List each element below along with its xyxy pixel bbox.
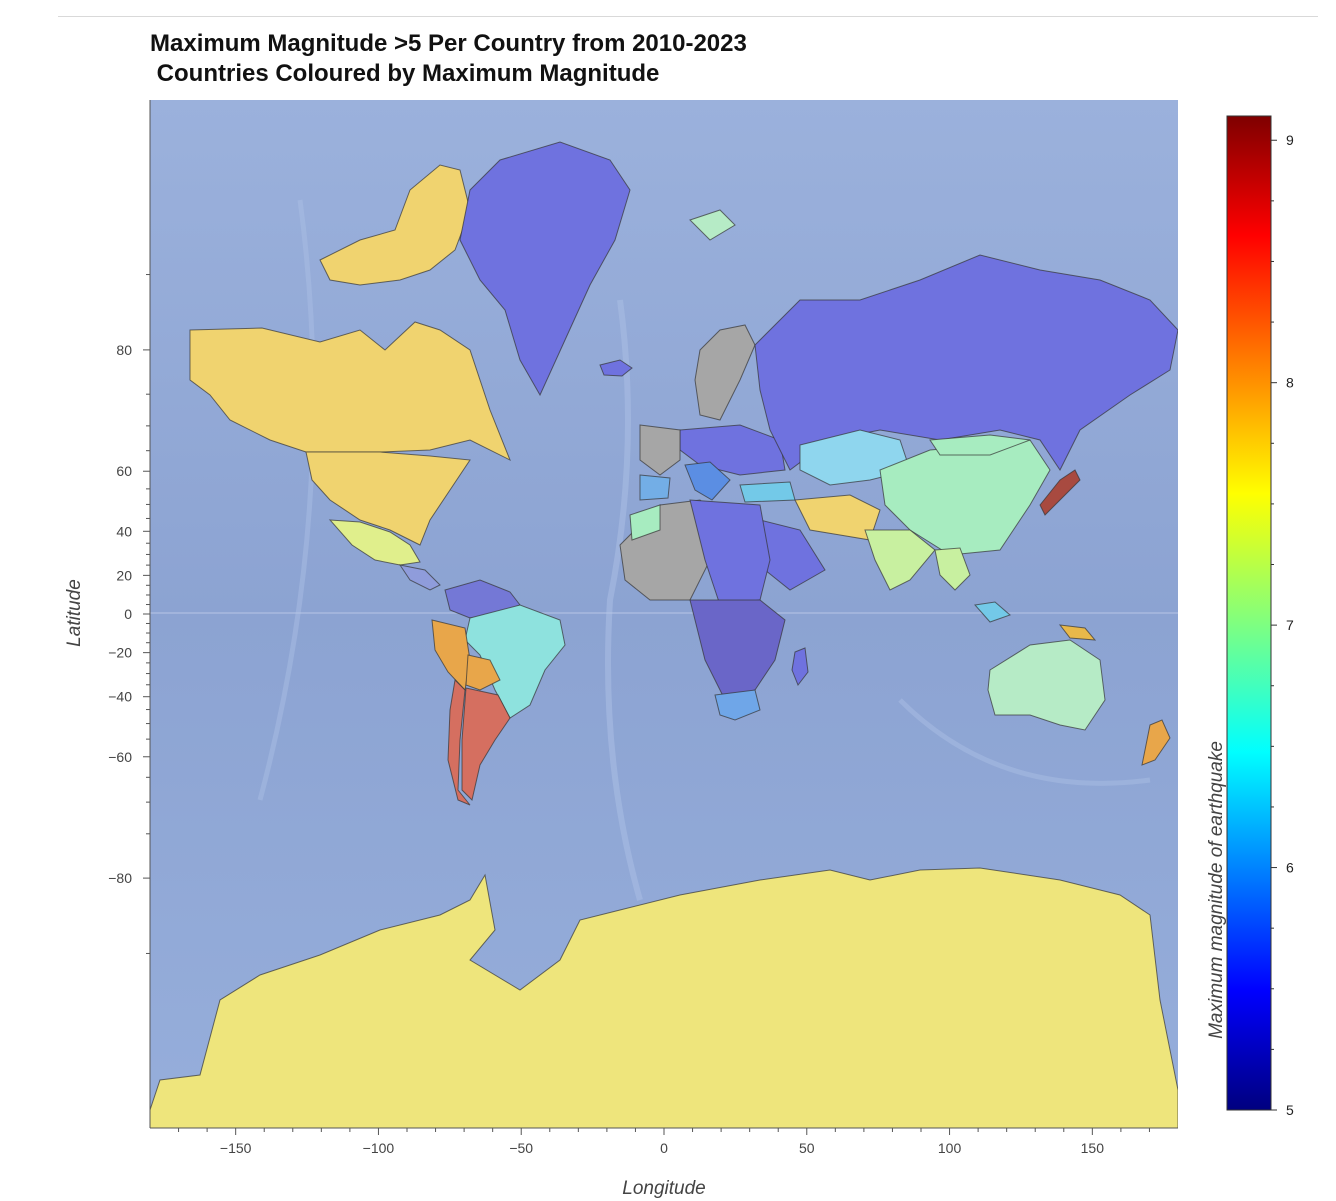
region-southeast-asia xyxy=(934,547,971,591)
y-tick-label: 80 xyxy=(116,342,132,358)
colorbar-tick-label: 5 xyxy=(1286,1102,1294,1118)
chart-title-line-2: Countries Coloured by Maximum Magnitude xyxy=(150,60,660,87)
region-chile xyxy=(447,678,471,806)
colorbar xyxy=(1226,115,1272,1111)
top-divider xyxy=(58,16,1318,17)
region-antarctica xyxy=(150,867,1178,1128)
region-canada xyxy=(189,321,511,462)
x-tick-label: −150 xyxy=(220,1140,252,1156)
y-tick-label: −20 xyxy=(108,645,132,661)
colorbar-tick-label: 6 xyxy=(1286,860,1294,876)
colorbar-tick-label: 8 xyxy=(1286,375,1294,391)
y-tick-label: 40 xyxy=(116,523,132,539)
region-iceland xyxy=(599,359,633,377)
map-panel xyxy=(150,100,1178,1128)
y-tick-label: 20 xyxy=(116,567,132,583)
y-axis-ticks: 80 60 40 20 0 −20 −40 −60 −80 xyxy=(108,274,150,954)
region-scandinavia xyxy=(694,324,756,421)
region-italy-balkans xyxy=(684,461,731,501)
region-madagascar xyxy=(791,647,809,687)
y-axis-title: Latitude xyxy=(64,579,85,647)
colorbar-ticks: 5 6 7 8 9 xyxy=(1271,132,1294,1118)
region-india xyxy=(864,529,936,591)
x-tick-label: 50 xyxy=(799,1140,815,1156)
region-japan xyxy=(1039,469,1081,516)
region-spain xyxy=(639,474,671,501)
colorbar-tick-label: 7 xyxy=(1286,617,1294,633)
colorbar-tick-label: 9 xyxy=(1286,132,1294,148)
x-axis-title: Longitude xyxy=(622,1178,705,1199)
region-central-africa xyxy=(689,599,786,701)
region-western-europe xyxy=(639,424,681,476)
region-west-africa-coast xyxy=(629,504,661,541)
region-greenland xyxy=(459,141,631,397)
region-indonesia xyxy=(974,601,1011,623)
country-shapes xyxy=(150,141,1178,1128)
x-tick-label: 150 xyxy=(1081,1140,1105,1156)
region-australia xyxy=(987,639,1106,731)
region-svalbard xyxy=(689,209,736,241)
region-argentina xyxy=(461,687,511,801)
y-tick-label: −80 xyxy=(108,870,132,886)
chart-title-line-1: Maximum Magnitude >5 Per Country from 20… xyxy=(150,30,747,57)
x-tick-label: −50 xyxy=(509,1140,533,1156)
region-southern-africa xyxy=(714,689,761,721)
region-united-states xyxy=(305,451,471,546)
y-tick-label: −60 xyxy=(108,749,132,765)
y-tick-label: 0 xyxy=(124,606,132,622)
x-tick-label: 0 xyxy=(660,1140,668,1156)
region-brazil xyxy=(464,604,566,719)
region-turkey xyxy=(739,481,796,503)
region-central-america xyxy=(398,564,441,591)
x-tick-label: 100 xyxy=(938,1140,962,1156)
region-mongolia xyxy=(929,434,1031,456)
x-axis-ticks: −150 −100 −50 0 50 100 150 xyxy=(178,1128,1150,1156)
region-bolivia xyxy=(465,654,501,691)
y-tick-label: 60 xyxy=(116,463,132,479)
y-tick-label: −40 xyxy=(108,689,132,705)
x-tick-label: −100 xyxy=(363,1140,395,1156)
colorbar-title: Maximum magnitude of earthquake xyxy=(1206,741,1227,1039)
region-papua-new-guinea xyxy=(1058,624,1097,641)
region-new-zealand xyxy=(1141,719,1171,766)
region-mexico xyxy=(328,519,421,566)
